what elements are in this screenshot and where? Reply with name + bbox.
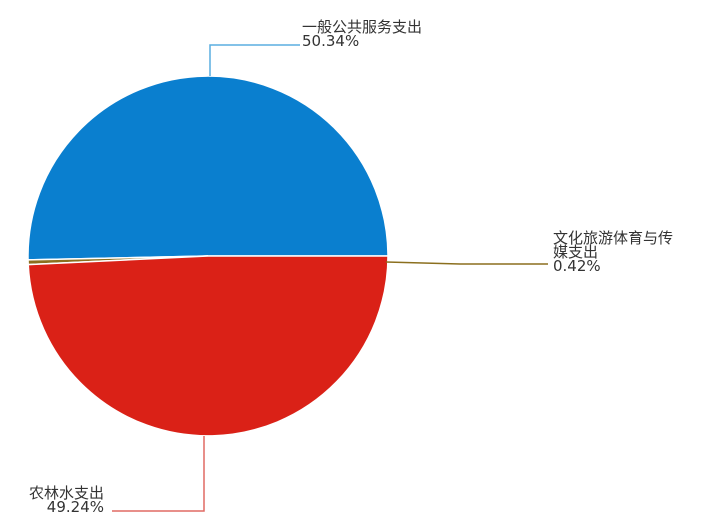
slice-name-label: 一般公共服务支出 [302, 18, 422, 36]
slice-value-label: 50.34% [302, 32, 359, 50]
slice-name-label: 文化旅游体育与传 [553, 229, 673, 247]
pie-slice[interactable] [27, 255, 389, 437]
slice-name-label: 农林水支出 [29, 484, 104, 502]
leader-lines [112, 44, 548, 512]
slice-value-label: 0.42% [553, 257, 601, 275]
pie-slice[interactable] [27, 75, 389, 261]
pie-slices [27, 75, 389, 437]
leader-line [209, 44, 300, 76]
slice-name-label: 媒支出 [553, 243, 598, 261]
slice-value-label: 49.24% [47, 498, 104, 516]
leader-line [385, 261, 548, 265]
leader-line [112, 436, 205, 512]
